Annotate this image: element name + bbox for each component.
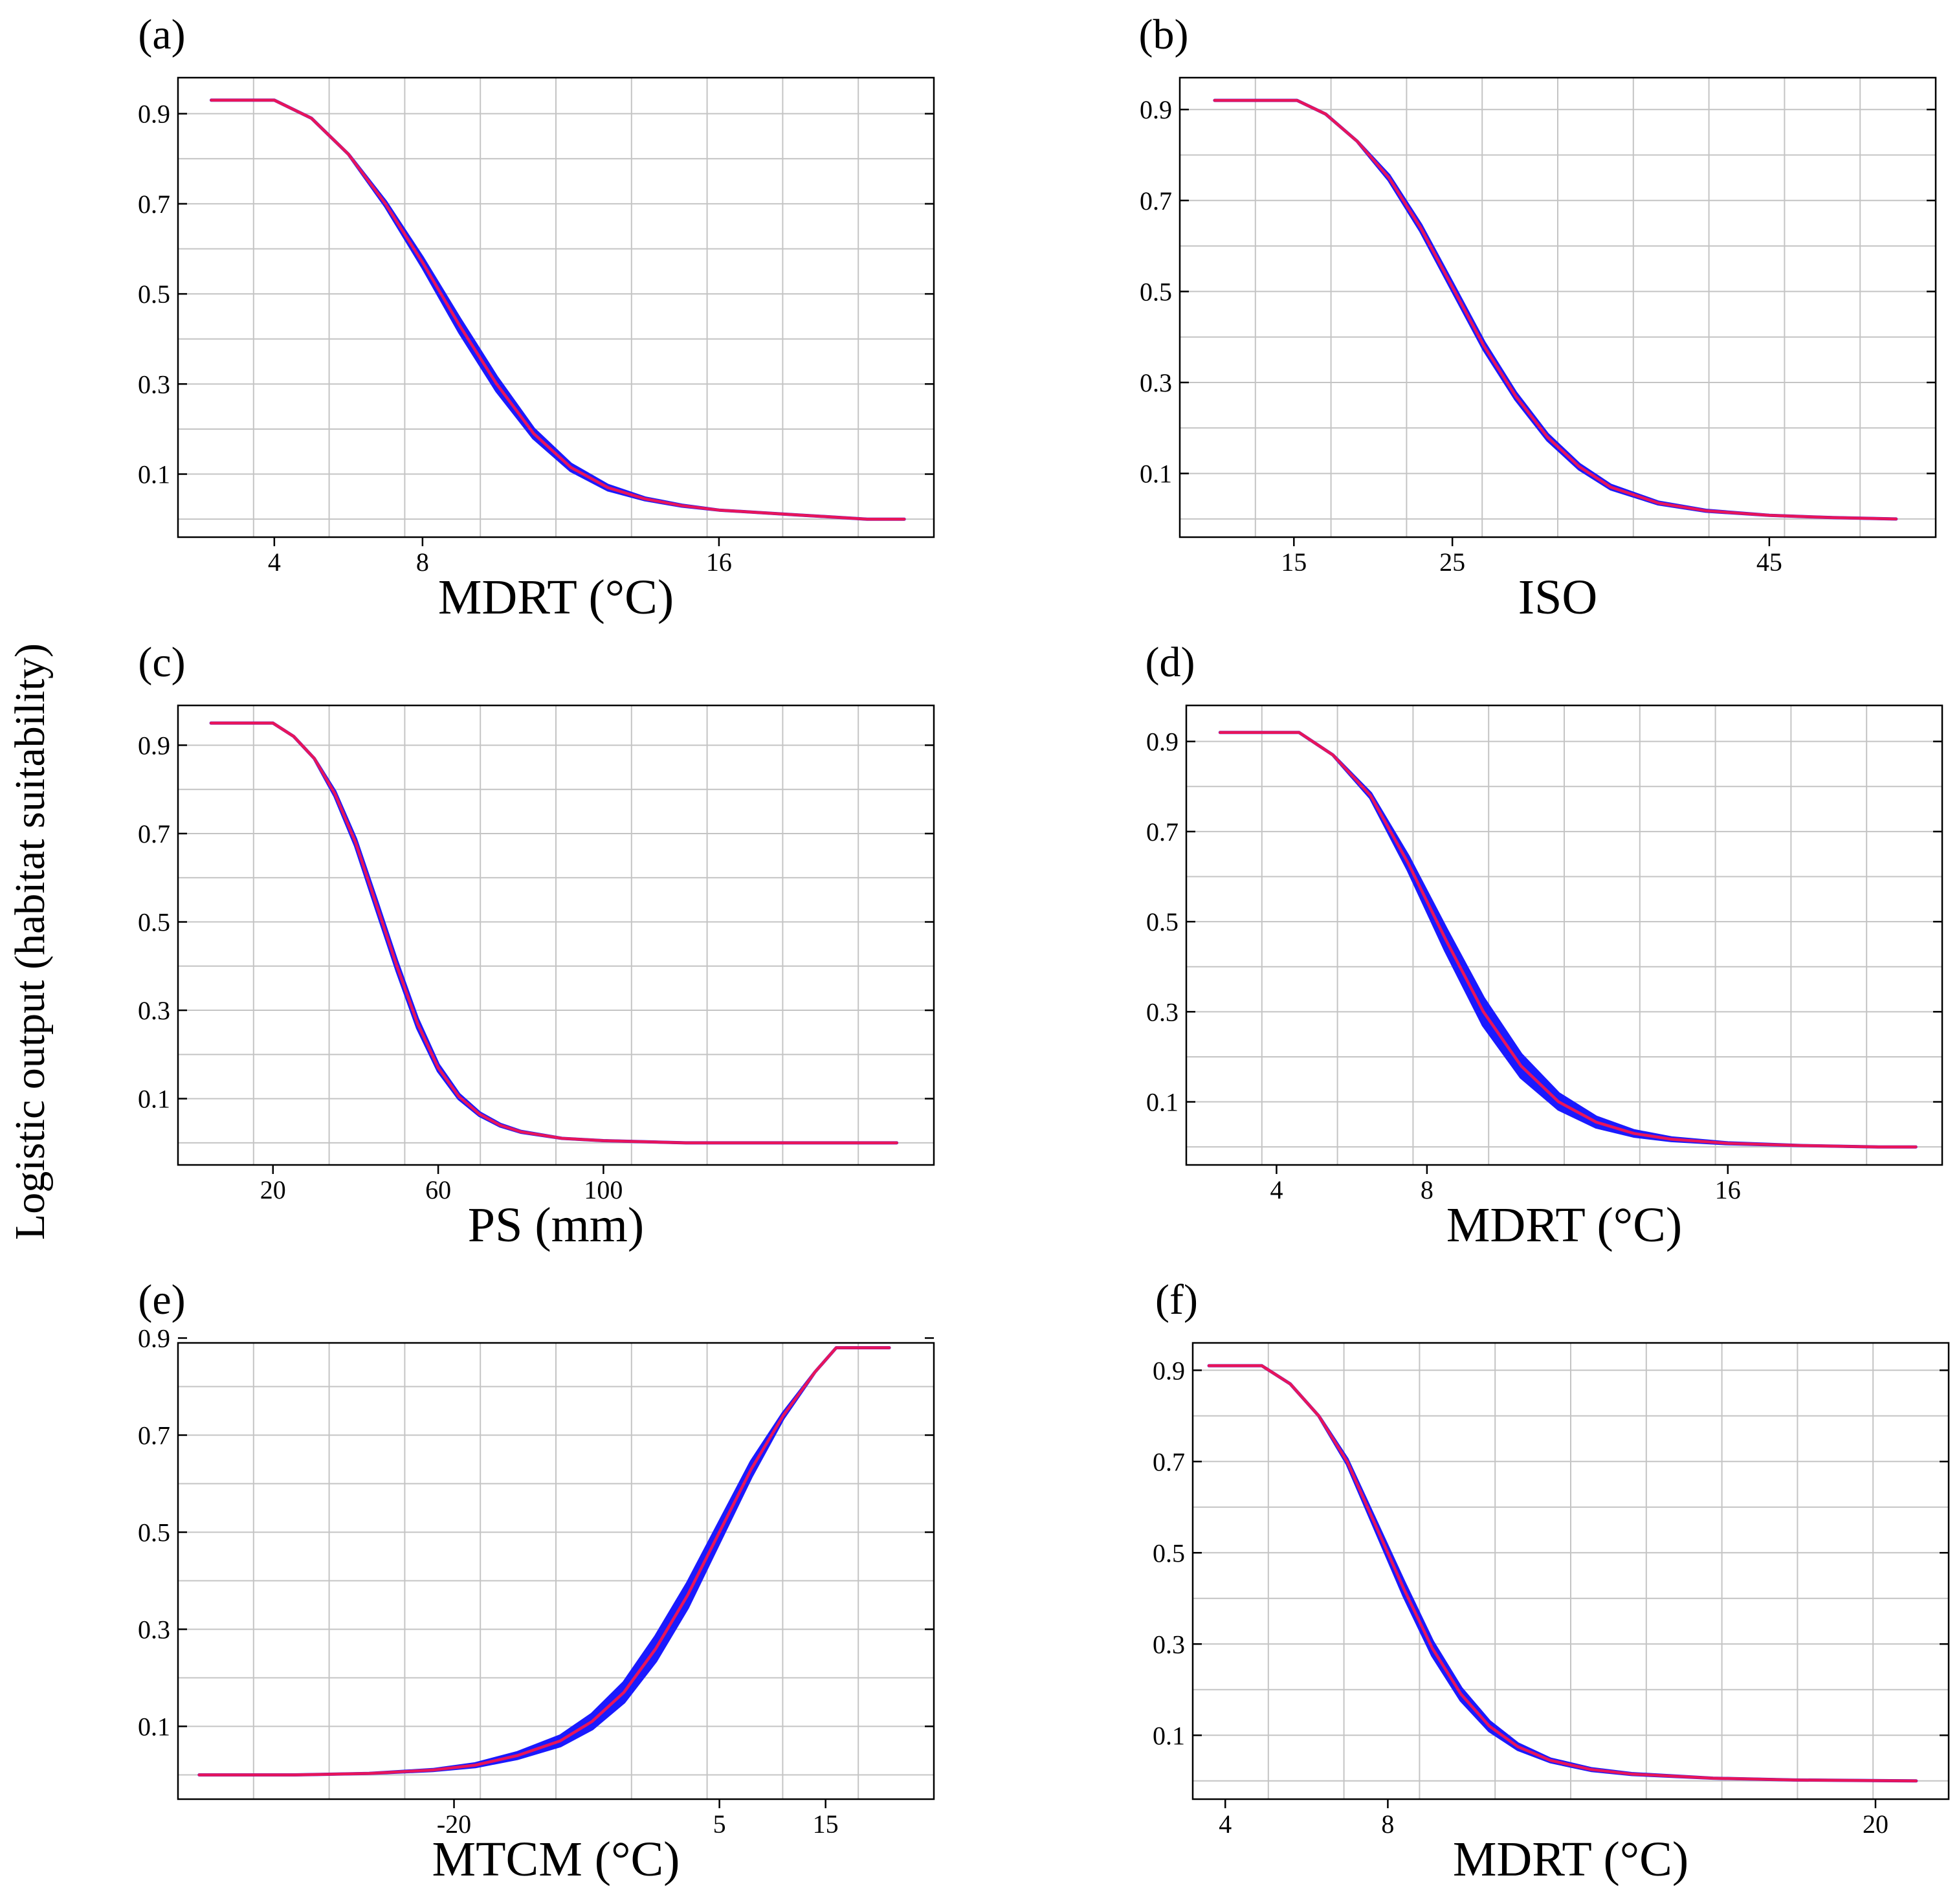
plot-frame <box>177 704 935 1166</box>
gridlines <box>178 78 934 537</box>
y-tick-label: 0.7 <box>1153 1447 1185 1476</box>
x-axis-label: MDRT (°C) <box>1446 1198 1682 1252</box>
plot-frame <box>1179 76 1937 538</box>
x-tick-label: 25 <box>1439 548 1465 577</box>
y-tick-label: 0.1 <box>1153 1721 1185 1750</box>
x-tick-label: 5 <box>713 1810 726 1839</box>
x-tick-label: 60 <box>425 1175 451 1204</box>
gridlines <box>178 1343 934 1799</box>
y-tick-label: 0.5 <box>138 280 170 309</box>
y-tick-label: 0.1 <box>1146 1088 1179 1117</box>
gridlines <box>178 705 934 1165</box>
y-tick-label: 0.3 <box>1140 368 1172 397</box>
y-tick-label: 0.7 <box>138 819 170 848</box>
mean-series-d <box>1219 731 1918 1149</box>
y-tick-label: 0.1 <box>1140 459 1172 489</box>
y-tick-label: 0.7 <box>1140 186 1172 216</box>
x-axis-label: PS (mm) <box>468 1198 644 1252</box>
y-tick-label: 0.1 <box>138 1712 170 1742</box>
panel-label-a: (a) <box>138 11 185 58</box>
panel-label-f: (f) <box>1155 1276 1198 1323</box>
x-axis-label: MDRT (°C) <box>1453 1832 1688 1887</box>
x-tick-label: 45 <box>1756 548 1782 577</box>
x-tick-label: 20 <box>260 1175 286 1204</box>
panel-f: (f) 0.1 0.3 0.5 0.7 0.9 4 8 20 MDRT (°C) <box>1153 1276 1950 1887</box>
x-tick-label: 4 <box>1219 1810 1232 1839</box>
x-tick-label: 8 <box>416 548 429 577</box>
x-tick-label: 15 <box>813 1810 839 1839</box>
plot-frame <box>1191 1342 1950 1800</box>
y-tick-label: 0.9 <box>1153 1356 1185 1385</box>
y-tick-label: 0.5 <box>138 908 170 937</box>
x-tick-label: 8 <box>1381 1810 1394 1839</box>
gridlines <box>1193 1343 1949 1799</box>
panel-label-e: (e) <box>138 1276 185 1323</box>
band-series-f <box>1207 1364 1918 1783</box>
y-tick-label: 0.1 <box>138 460 170 489</box>
x-tick-label: 20 <box>1863 1810 1888 1839</box>
plot-frame <box>177 1342 935 1800</box>
y-tick-label: 0.5 <box>1153 1538 1185 1567</box>
y-tick-label: 0.7 <box>1146 817 1179 847</box>
mean-series-a <box>210 98 906 521</box>
x-tick-label: 4 <box>1270 1175 1283 1204</box>
x-tick-label: -20 <box>437 1810 471 1839</box>
mean-series-f <box>1207 1364 1918 1783</box>
y-tick-label: 0.3 <box>138 996 170 1025</box>
mean-series-b <box>1213 98 1898 521</box>
x-tick-label: 16 <box>1715 1175 1741 1204</box>
x-tick-label: 8 <box>1421 1175 1433 1204</box>
mean-series-e <box>197 1346 891 1777</box>
y-tick-label: 0.5 <box>1146 907 1179 936</box>
panel-label-d: (d) <box>1146 639 1195 686</box>
x-tick-label: 4 <box>268 548 281 577</box>
y-tick-label: 0.7 <box>138 1421 170 1450</box>
y-tick-label: 0.3 <box>1146 997 1179 1026</box>
band-series-b <box>1213 98 1898 521</box>
gridlines <box>1180 78 1936 537</box>
panel-label-b: (b) <box>1139 11 1189 58</box>
x-tick-label: 15 <box>1281 548 1307 577</box>
panel-a: (a) 0.1 0.3 0.5 0.7 0.9 4 8 16 MDRT (°C) <box>138 11 935 625</box>
y-tick-label: 0.9 <box>138 100 170 129</box>
panel-label-c: (c) <box>138 639 185 686</box>
y-axis-label: Logistic output (habitat suitability) <box>6 643 54 1240</box>
x-axis-label: ISO <box>1518 570 1597 625</box>
y-tick-label: 0.9 <box>138 731 170 760</box>
y-tick-label: 0.5 <box>1140 277 1172 306</box>
panel-b: (b) 0.1 0.3 0.5 0.7 0.9 15 25 45 ISO <box>1139 11 1937 625</box>
y-tick-label: 0.3 <box>138 370 170 399</box>
y-tick-label: 0.5 <box>138 1518 170 1547</box>
y-tick-label: 0.7 <box>138 190 170 219</box>
y-tick-label: 0.3 <box>1153 1630 1185 1659</box>
gridlines <box>1186 705 1942 1165</box>
panel-d: (d) 0.1 0.3 0.5 0.7 0.9 4 8 16 MDRT (°C) <box>1146 639 1943 1252</box>
panel-e: (e) 0.1 0.3 0.5 0.7 0.9 -20 5 15 MTCM (°C) <box>138 1276 935 1887</box>
plot-frame <box>1185 704 1943 1166</box>
y-tick-label: 0.9 <box>138 1324 170 1353</box>
x-axis-label: MTCM (°C) <box>432 1832 680 1887</box>
band-series-d <box>1218 731 1918 1149</box>
x-tick-label: 16 <box>706 548 732 577</box>
y-tick-label: 0.9 <box>1140 95 1172 124</box>
x-axis-label: MDRT (°C) <box>438 570 674 625</box>
x-tick-label: 100 <box>584 1175 623 1204</box>
y-tick-label: 0.1 <box>138 1085 170 1114</box>
mean-series-c <box>209 722 898 1145</box>
y-tick-label: 0.3 <box>138 1615 170 1644</box>
band-series-c <box>209 721 899 1145</box>
plot-frame <box>177 76 935 538</box>
y-tick-label: 0.9 <box>1146 727 1179 757</box>
